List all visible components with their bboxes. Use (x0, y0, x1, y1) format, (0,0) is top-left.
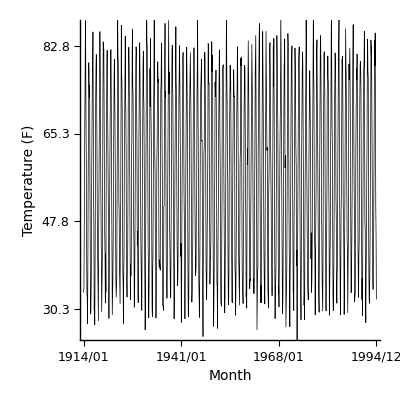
X-axis label: Month: Month (208, 369, 252, 383)
Y-axis label: Temperature (F): Temperature (F) (22, 124, 36, 236)
